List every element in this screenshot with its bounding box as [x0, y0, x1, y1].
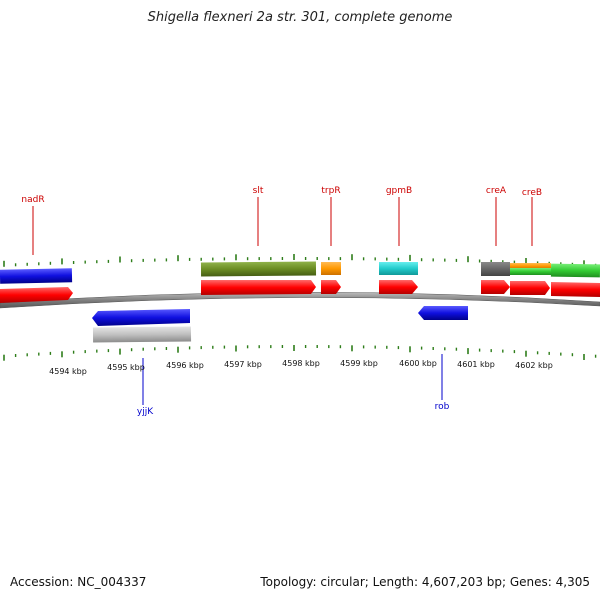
feature-trpR-block[interactable] — [321, 262, 341, 275]
chromosome-backbone — [0, 291, 600, 309]
kbp-label-4600: 4600 kbp — [399, 359, 437, 368]
feature-nadR-block[interactable] — [0, 268, 73, 284]
kbp-label-4602: 4602 kbp — [515, 361, 553, 370]
cds-arrow-trpR[interactable] — [321, 280, 341, 294]
feature-creA-block[interactable] — [481, 262, 510, 276]
cds-arrow-slt[interactable] — [201, 280, 316, 295]
gene-label-yjjK[interactable]: yjjK — [137, 407, 154, 417]
cds-arrow-creA[interactable] — [481, 280, 510, 294]
cds-arrow-yjjK[interactable] — [92, 309, 190, 326]
gene-label-rob[interactable]: rob — [435, 402, 450, 412]
feature-creB-block-green[interactable] — [510, 268, 551, 275]
cds-arrow-gpmB[interactable] — [379, 280, 418, 294]
accession-text: Accession: NC_004337 — [10, 575, 147, 589]
tick-row-top — [3, 254, 597, 267]
cds-arrow-creC[interactable] — [551, 282, 600, 297]
gene-label-creB[interactable]: creB — [522, 188, 542, 198]
gene-label-creA[interactable]: creA — [486, 186, 507, 196]
map-title: Shigella flexneri 2a str. 301, complete … — [147, 10, 453, 25]
cds-arrow-rob[interactable] — [418, 306, 468, 320]
cds-arrow-creB[interactable] — [510, 281, 550, 295]
kbp-label-4597: 4597 kbp — [224, 360, 262, 369]
gene-label-nadR[interactable]: nadR — [21, 195, 44, 205]
gene-label-gpmB[interactable]: gpmB — [386, 186, 412, 196]
kbp-label-4596: 4596 kbp — [166, 361, 204, 370]
kbp-label-4598: 4598 kbp — [282, 359, 320, 368]
gene-label-trpR[interactable]: trpR — [321, 186, 340, 196]
feature-gpmB-block[interactable] — [379, 262, 418, 275]
kbp-label-4601: 4601 kbp — [457, 360, 495, 369]
kbp-label-4599: 4599 kbp — [340, 359, 378, 368]
feature-creB-block-orange[interactable] — [510, 263, 551, 269]
feature-creC-block[interactable] — [550, 263, 600, 278]
kbp-label-4594: 4594 kbp — [49, 367, 87, 376]
genome-summary-text: Topology: circular; Length: 4,607,203 bp… — [260, 575, 590, 589]
feature-yjjK-block[interactable] — [92, 326, 192, 343]
gene-label-slt[interactable]: slt — [253, 186, 264, 196]
cds-arrow-nadR[interactable] — [0, 287, 73, 303]
kbp-label-4595: 4595 kbp — [107, 363, 145, 372]
tick-row-bottom — [3, 345, 597, 361]
feature-slt-block[interactable] — [200, 261, 317, 277]
